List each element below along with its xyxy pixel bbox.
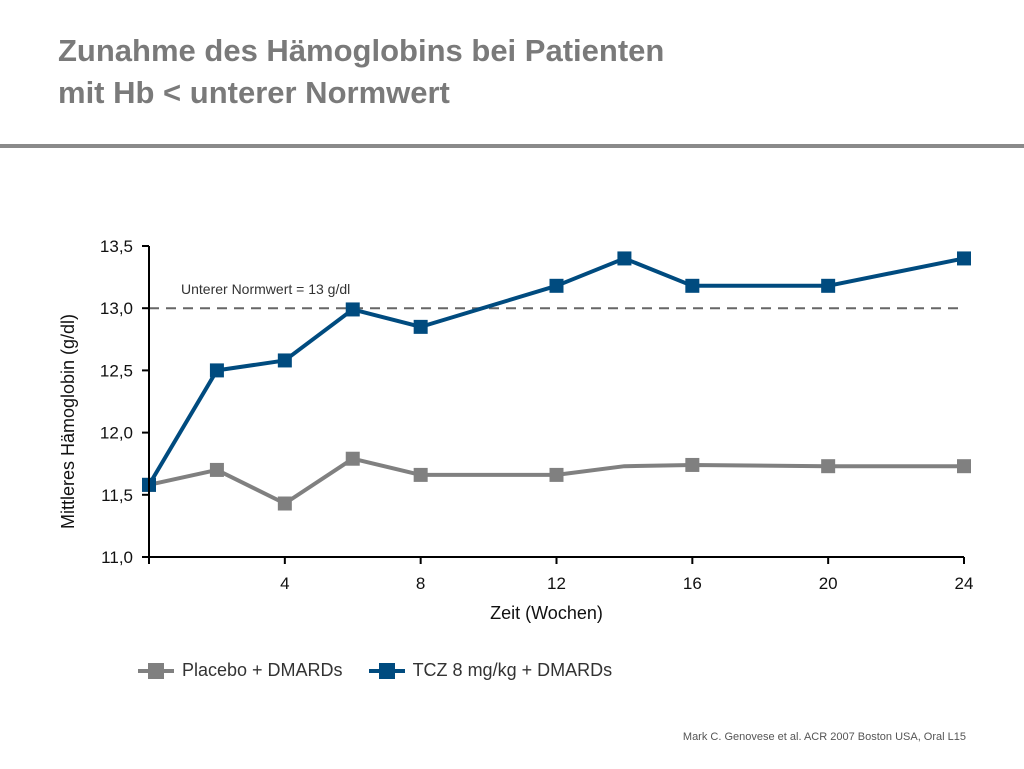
series-point-0 [821,459,836,474]
series-line-0 [148,456,964,506]
legend-item-tcz: TCZ 8 mg/kg + DMARDs [368,660,613,681]
title-divider [0,144,1024,148]
series-point-1 [413,319,428,334]
y-tick-label: 12,5 [100,361,133,380]
series-point-0 [685,457,700,472]
series-point-1 [277,353,292,368]
y-tick-label: 11,5 [101,486,133,505]
x-tick-label: 8 [416,574,425,593]
series-point-1 [345,302,360,317]
source-citation: Mark C. Genovese et al. ACR 2007 Boston … [682,731,966,743]
series-point-1 [549,278,564,293]
title-line-2: mit Hb < unterer Normwert [58,75,450,110]
series-point-0 [209,462,224,477]
x-tick-label: 16 [683,574,702,593]
x-tick-label: 12 [547,574,566,593]
series-point-1 [617,251,632,266]
legend-marker-placebo [148,662,164,679]
x-tick-label: 4 [280,574,289,593]
y-tick-label: 13,5 [100,237,133,256]
legend-swatch-placebo [138,662,174,679]
series-point-0 [957,459,971,474]
x-tick-label: 20 [819,574,838,593]
x-axis-label: Zeit (Wochen) [490,603,603,623]
slide-title: Zunahme des Hämoglobins bei Patienten mi… [58,30,664,114]
x-tick-label: 24 [955,574,974,593]
series-point-1 [821,278,836,293]
y-axis-label: Mittleres Hämoglobin (g/dl) [58,314,78,529]
legend-marker-tcz [378,662,395,679]
series-point-0 [345,451,360,466]
title-line-1: Zunahme des Hämoglobins bei Patienten [58,33,665,68]
legend-swatch-tcz [368,662,405,679]
series-point-0 [277,496,292,511]
y-tick-label: 13,0 [100,299,133,318]
series-point-1 [957,251,971,266]
series-point-1 [209,363,224,378]
legend-label-placebo: Placebo + DMARDs [182,660,343,680]
chart-legend: Placebo + DMARDs TCZ 8 mg/kg + DMARDs [138,660,638,681]
series-line-1 [147,256,965,486]
reference-line-label: Unterer Normwert = 13 g/dl [181,281,350,297]
y-tick-label: 12,0 [100,424,133,443]
series-point-0 [413,467,428,482]
y-tick-label: 11,0 [101,548,133,567]
series-point-0 [549,467,564,482]
series-point-1 [685,278,700,293]
legend-label-tcz: TCZ 8 mg/kg + DMARDs [412,660,613,680]
legend-item-placebo: Placebo + DMARDs [138,660,343,681]
